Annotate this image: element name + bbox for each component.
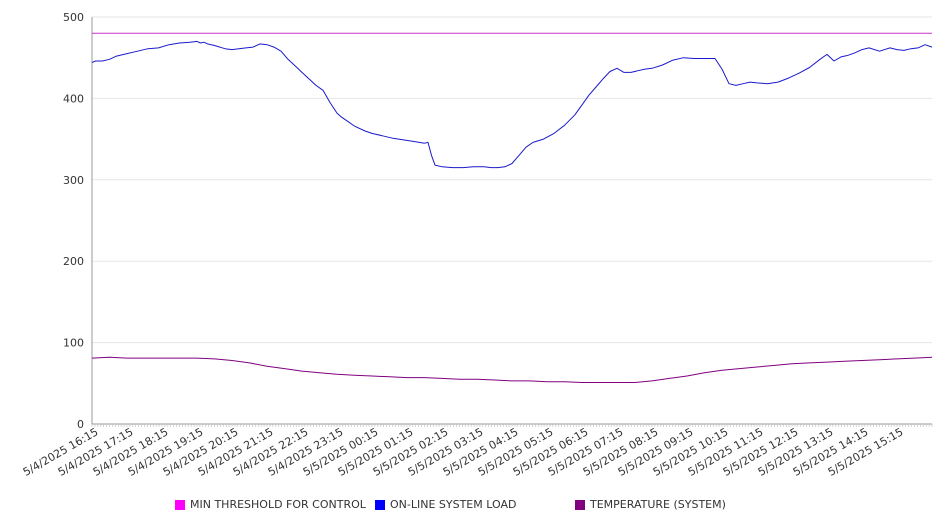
y-tick-labels: 0 100 200 300 400 500 <box>63 11 84 431</box>
series-lines <box>91 32 933 383</box>
x-tick-labels: 5/4/2025 16:155/4/2025 17:155/4/2025 18:… <box>21 425 906 479</box>
y-tick-label: 200 <box>63 255 84 268</box>
legend: MIN THRESHOLD FOR CONTROL ON-LINE SYSTEM… <box>175 498 935 514</box>
y-tick-label: 0 <box>77 418 84 431</box>
y-tick-label: 400 <box>63 92 84 105</box>
legend-label-temperature: TEMPERATURE (SYSTEM) <box>590 498 726 511</box>
y-tick-label: 500 <box>63 11 84 24</box>
legend-item-system-load[interactable]: ON-LINE SYSTEM LOAD <box>375 498 516 511</box>
series-line-1 <box>91 40 933 169</box>
series-line-2 <box>91 356 933 383</box>
legend-swatch-min-threshold <box>175 499 185 510</box>
legend-item-temperature[interactable]: TEMPERATURE (SYSTEM) <box>575 498 726 511</box>
legend-swatch-system-load <box>375 499 385 510</box>
legend-label-min-threshold: MIN THRESHOLD FOR CONTROL <box>190 498 366 511</box>
y-tick-label: 300 <box>63 174 84 187</box>
legend-label-system-load: ON-LINE SYSTEM LOAD <box>390 498 517 511</box>
legend-swatch-temperature <box>575 499 585 510</box>
x-minor-ticks <box>91 424 933 427</box>
y-tick-label: 100 <box>63 337 84 350</box>
gridlines <box>92 16 932 344</box>
legend-item-min-threshold[interactable]: MIN THRESHOLD FOR CONTROL <box>175 498 366 511</box>
